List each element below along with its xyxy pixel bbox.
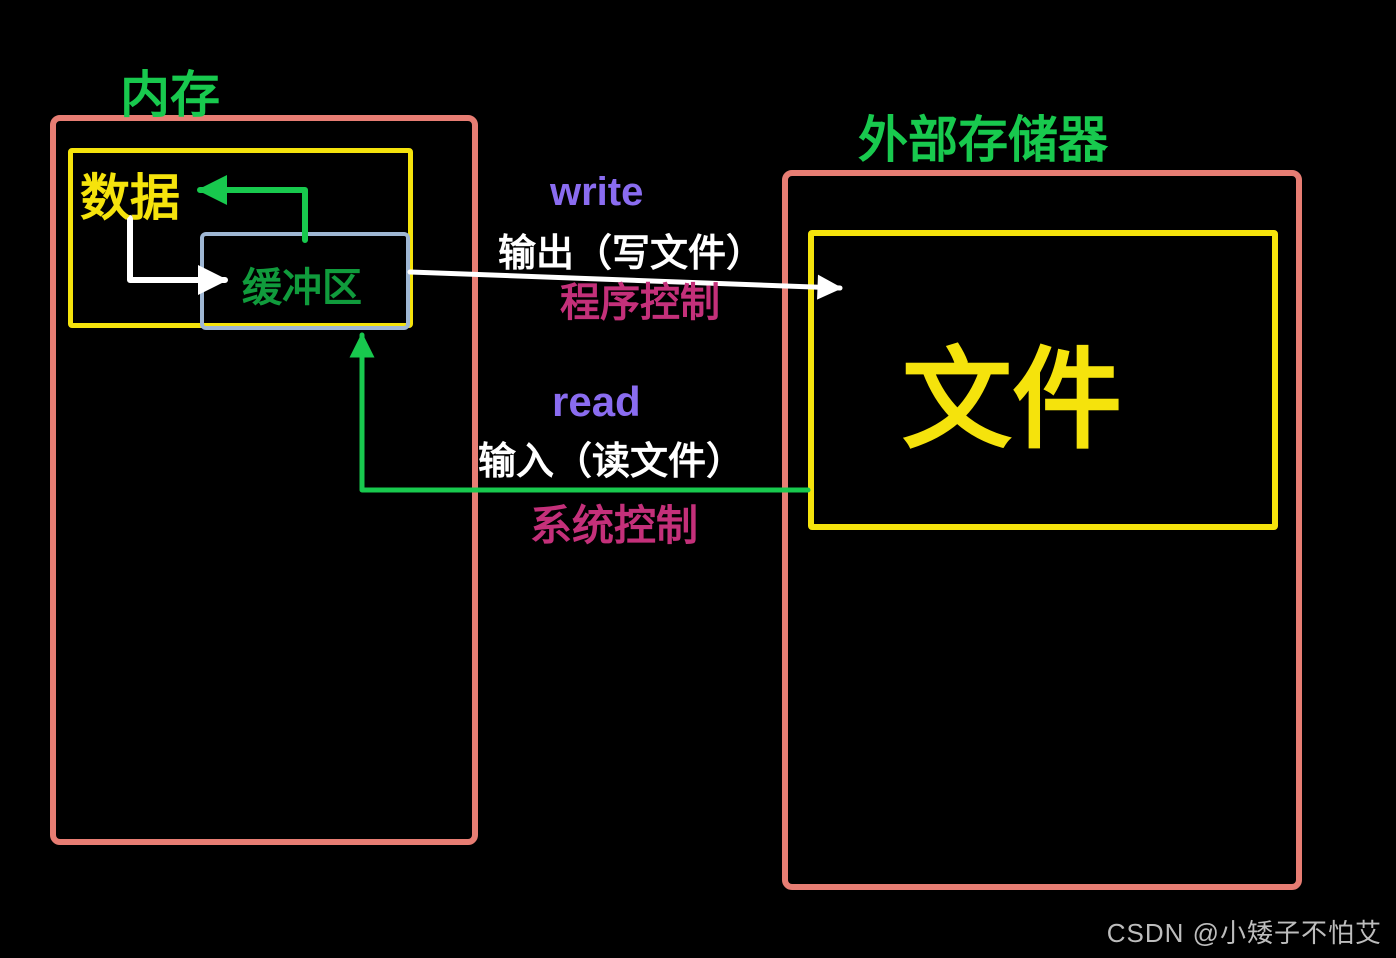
buffer-label: 缓冲区 (242, 255, 362, 313)
system-control-label: 系统控制 (530, 492, 698, 553)
diagram-stage: 内存 外部存储器 数据 缓冲区 文件 write 输出（写文件） 程序控制 re… (0, 0, 1396, 958)
memory-title-label: 内存 (120, 55, 220, 127)
program-control-label: 程序控制 (560, 270, 720, 328)
read-english-label: read (552, 378, 641, 426)
write-chinese-label: 输出（写文件） (498, 222, 764, 277)
storage-title-label: 外部存储器 (858, 100, 1108, 172)
watermark-label: CSDN @小矮子不怕艾 (1107, 913, 1382, 950)
data-label: 数据 (80, 158, 180, 230)
read-chinese-label: 输入（读文件） (478, 430, 744, 485)
file-label: 文件 (902, 310, 1122, 470)
write-english-label: write (550, 170, 643, 215)
